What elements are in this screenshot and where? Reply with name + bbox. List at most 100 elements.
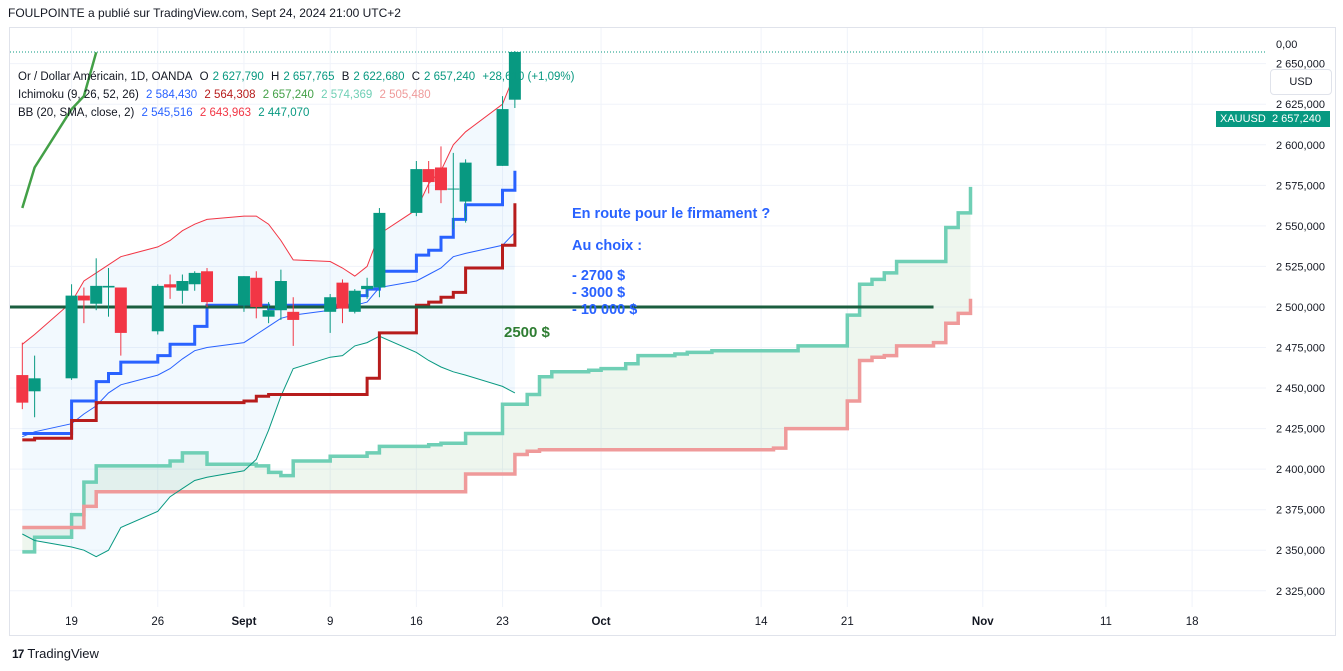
bb-basis-line xyxy=(22,232,516,438)
price-axis-tick: 2 525,000 xyxy=(1276,261,1325,273)
footer: 17 TradingView xyxy=(12,646,99,661)
senkou-span-a-line xyxy=(22,186,973,554)
price-axis-tick: 2 625,000 xyxy=(1276,99,1325,111)
level-label[interactable]: 2500 $ xyxy=(504,324,550,341)
time-axis-tick: 19 xyxy=(65,616,78,628)
price-axis-tick: 2 400,000 xyxy=(1276,464,1325,476)
candle-body xyxy=(508,51,521,100)
ichimoku-name: Ichimoku (9, 26, 52, 26) xyxy=(18,89,139,101)
time-axis-tick: 21 xyxy=(841,616,854,628)
price-axis-tick: 2 450,000 xyxy=(1276,383,1325,395)
annotation-choice[interactable]: Au choix : xyxy=(572,238,643,254)
high-value: 2 657,765 xyxy=(283,71,335,83)
candle-body xyxy=(287,311,300,320)
candle-body xyxy=(422,169,435,183)
candle-body xyxy=(176,281,189,291)
close-value: 2 657,240 xyxy=(424,71,476,83)
bb-name: BB (20, SMA, close, 2) xyxy=(18,107,135,119)
bb-lower-line xyxy=(22,335,516,558)
footer-brand[interactable]: TradingView xyxy=(27,646,99,661)
ichimoku-senkou-a-value: 2 574,369 xyxy=(321,89,373,101)
open-label: O xyxy=(199,71,209,83)
candle-body xyxy=(324,297,337,312)
candle-body xyxy=(151,285,164,332)
time-axis-tick: Oct xyxy=(591,616,610,628)
symbol-name[interactable]: Or / Dollar Américain, 1D, OANDA xyxy=(18,71,193,83)
candle-body xyxy=(262,310,275,317)
candle-body xyxy=(237,276,250,306)
price-axis-tick: 2 475,000 xyxy=(1276,343,1325,355)
candle-body xyxy=(201,271,214,303)
candle-body xyxy=(65,295,78,379)
publication-header: FOULPOINTE a publié sur TradingView.com,… xyxy=(8,6,401,20)
candle-body xyxy=(114,287,127,333)
open-value: 2 627,790 xyxy=(212,71,264,83)
time-axis-tick: 26 xyxy=(151,616,164,628)
time-axis-tick: 11 xyxy=(1100,616,1112,628)
senkou-span-b-line xyxy=(22,298,973,530)
low-value: 2 622,680 xyxy=(353,71,405,83)
candle-body xyxy=(274,281,287,311)
candle-body xyxy=(434,167,447,191)
price-axis-tick: 2 375,000 xyxy=(1276,505,1325,517)
candle-body xyxy=(348,290,361,312)
low-label: B xyxy=(341,71,350,83)
price-axis-tick: 2 325,000 xyxy=(1276,586,1325,598)
price-axis-tick: 2 600,000 xyxy=(1276,140,1325,152)
price-axis-top-label: 0,00 xyxy=(1276,39,1297,51)
plot-area xyxy=(10,28,1266,607)
ichimoku-chikou-value: 2 657,240 xyxy=(262,89,314,101)
ichimoku-tenkan-value: 2 584,430 xyxy=(146,89,198,101)
annotation-title[interactable]: En route pour le firmament ? xyxy=(572,206,771,222)
bb-lower-value: 2 447,070 xyxy=(258,107,310,119)
candle-body xyxy=(447,188,460,190)
time-axis-tick: 23 xyxy=(496,616,509,628)
time-axis-tick: 18 xyxy=(1186,616,1199,628)
price-axis-tick: 2 500,000 xyxy=(1276,302,1325,314)
price-axis-tick: 2 350,000 xyxy=(1276,545,1325,557)
chart-frame xyxy=(9,27,1336,636)
time-axis-tick: Sept xyxy=(231,616,256,628)
annotation-target-2[interactable]: - 3000 $ xyxy=(572,285,626,301)
price-axis-tick: 2 550,000 xyxy=(1276,221,1325,233)
candle-body xyxy=(336,282,349,309)
last-price-tag: 2 657,240 xyxy=(1268,111,1330,127)
candle-body xyxy=(16,375,29,403)
kijun-sen-line xyxy=(22,203,517,442)
ichimoku-kijun-value: 2 564,308 xyxy=(204,89,256,101)
candle-body xyxy=(90,285,103,304)
candle-body xyxy=(361,285,374,290)
candle-body xyxy=(250,277,263,307)
candle-body xyxy=(164,284,177,288)
annotation-target-3[interactable]: - 10 000 $ xyxy=(572,302,638,318)
time-axis-tick: 9 xyxy=(327,616,333,628)
candle-body xyxy=(373,212,386,288)
time-axis-tick: 14 xyxy=(755,616,768,628)
bb-basis-value: 2 545,516 xyxy=(141,107,193,119)
candle-body xyxy=(496,109,509,166)
price-axis-tick: 2 425,000 xyxy=(1276,424,1325,436)
ichimoku-cloud-fill xyxy=(22,186,971,552)
bollinger-legend[interactable]: BB (20, SMA, close, 2) 2 545,516 2 643,9… xyxy=(18,107,313,119)
bb-upper-value: 2 643,963 xyxy=(199,107,252,119)
price-axis-tick: 2 575,000 xyxy=(1276,180,1325,192)
annotation-target-1[interactable]: - 2700 $ xyxy=(572,268,626,284)
candle-body xyxy=(410,169,423,213)
candle-body xyxy=(459,162,472,202)
change-value: +28,610 (+1,09%) xyxy=(482,71,575,83)
chikou-span-line xyxy=(21,51,98,209)
candle-body xyxy=(77,295,90,301)
ichimoku-legend[interactable]: Ichimoku (9, 26, 52, 26) 2 584,430 2 564… xyxy=(18,89,435,101)
candle-body xyxy=(28,378,41,392)
currency-button[interactable]: USD xyxy=(1270,69,1332,95)
candle-body xyxy=(188,272,201,285)
price-axis-tick-partial: 2 650,000 xyxy=(1276,59,1325,71)
candle-body xyxy=(102,285,115,288)
close-label: C xyxy=(411,71,421,83)
time-axis-tick: 16 xyxy=(410,616,423,628)
tradingview-logo-icon: 17 xyxy=(12,646,24,661)
ichimoku-senkou-b-value: 2 505,480 xyxy=(379,89,431,101)
high-label: H xyxy=(271,71,280,83)
